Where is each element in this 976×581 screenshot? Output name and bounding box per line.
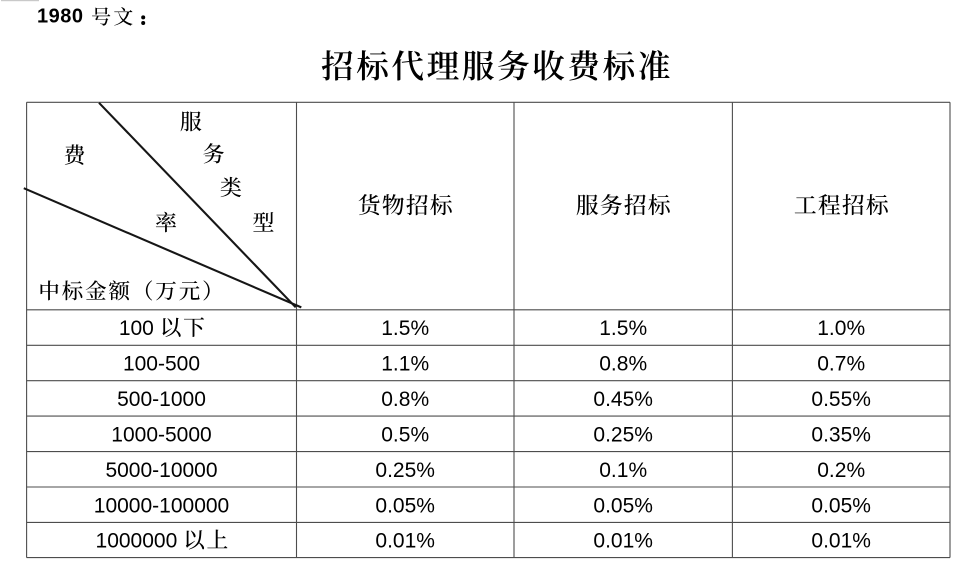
svg-text:0.01%: 0.01%	[593, 530, 653, 553]
svg-text:0.35%: 0.35%	[811, 424, 871, 447]
svg-text:0.25%: 0.25%	[375, 459, 435, 482]
svg-text:0.05%: 0.05%	[593, 494, 653, 517]
svg-text:1.5%: 1.5%	[381, 317, 429, 340]
svg-text:0.8%: 0.8%	[381, 388, 429, 411]
svg-text:100: 100	[119, 317, 154, 340]
svg-text:100-500: 100-500	[123, 353, 200, 376]
svg-text:0.8%: 0.8%	[599, 353, 647, 376]
svg-text:0.5%: 0.5%	[381, 424, 429, 447]
svg-text:0.05%: 0.05%	[375, 494, 435, 517]
svg-text:0.7%: 0.7%	[817, 353, 865, 376]
svg-text:0.05%: 0.05%	[811, 494, 871, 517]
svg-text:500-1000: 500-1000	[117, 388, 206, 411]
svg-text:1000000: 1000000	[96, 530, 178, 553]
svg-text:0.01%: 0.01%	[375, 530, 435, 553]
svg-text:0.25%: 0.25%	[593, 424, 653, 447]
svg-text:0.1%: 0.1%	[599, 459, 647, 482]
svg-text:0.2%: 0.2%	[817, 459, 865, 482]
svg-text:1980: 1980	[37, 6, 84, 28]
svg-text:1.5%: 1.5%	[599, 317, 647, 340]
svg-text:1000-5000: 1000-5000	[111, 424, 211, 447]
svg-text:10000-100000: 10000-100000	[94, 494, 229, 517]
svg-text:0.01%: 0.01%	[811, 530, 871, 553]
svg-text:1.0%: 1.0%	[817, 317, 865, 340]
svg-text:5000-10000: 5000-10000	[105, 459, 217, 482]
svg-text:0.55%: 0.55%	[811, 388, 871, 411]
svg-text:0.45%: 0.45%	[593, 388, 653, 411]
svg-text:1.1%: 1.1%	[381, 353, 429, 376]
